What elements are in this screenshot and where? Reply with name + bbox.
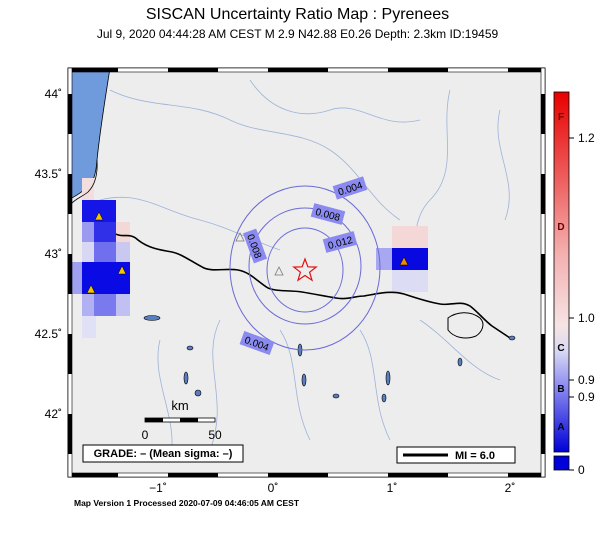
event-subtitle: Jul 9, 2020 04:44:28 AM CEST M 2.9 N42.8… (96, 27, 499, 41)
lat-label: 42˚ (45, 407, 62, 421)
scale-bar: km 0 50 (142, 398, 222, 442)
colorbar-value: 0 (578, 463, 585, 477)
lon-label: 2˚ (505, 481, 516, 495)
colorbar-value: 1.2 (578, 131, 595, 145)
sea-area (67, 67, 111, 201)
lat-label: 44˚ (45, 87, 62, 101)
grade-box: GRADE: – (Mean sigma: –) (82, 444, 244, 463)
grade-label: A (557, 422, 564, 433)
uncertainty-contours (229, 185, 381, 351)
lon-label: −1˚ (149, 481, 167, 495)
station-triangle (117, 265, 127, 275)
frame-ticks (67, 67, 546, 478)
coastline (69, 159, 98, 206)
scale-start: 0 (142, 428, 149, 442)
colorbar-value: 1.0 (578, 311, 595, 325)
border-line (115, 233, 511, 339)
scale-unit: km (171, 398, 188, 413)
colorbar-value: 0.9 (578, 390, 595, 404)
lake-outline (447, 312, 484, 339)
grade-label: D (557, 222, 564, 233)
longitude-labels: −1˚ 0˚ 1˚ 2˚ (149, 481, 515, 495)
processed-footer: Map Version 1 Processed 2020-07-09 04:46… (74, 498, 300, 508)
lat-label: 43˚ (45, 247, 62, 261)
colorbar: F D C B A 1.2 1.0 0.9 0.9 0 (553, 91, 595, 477)
grade-text: GRADE: – (Mean sigma: –) (94, 448, 233, 460)
colorbar-value: 0.9 (578, 373, 595, 387)
scale-end: 50 (208, 428, 222, 442)
grade-label: B (557, 384, 564, 395)
lat-label: 43.5˚ (35, 167, 62, 181)
epicenter-star-icon (292, 257, 318, 282)
station-triangle-inactive (235, 232, 245, 242)
station-triangle (399, 256, 409, 266)
lon-label: 1˚ (387, 481, 398, 495)
grade-label: C (557, 343, 564, 354)
station-triangle (94, 211, 104, 221)
mi-legend: MI = 6.0 (396, 446, 516, 464)
reservoirs (143, 315, 516, 403)
map-title: SISCAN Uncertainty Ratio Map : Pyrenees (145, 6, 450, 23)
station-triangle (86, 284, 96, 294)
stations (86, 211, 409, 294)
rivers (99, 79, 510, 461)
lat-label: 42.5˚ (35, 327, 62, 341)
mi-text: MI = 6.0 (455, 450, 495, 462)
map-area (67, 67, 546, 478)
latitude-labels: 44˚ 43.5˚ 43˚ 42.5˚ 42˚ (35, 87, 62, 421)
lon-label: 0˚ (268, 481, 279, 495)
grade-label: F (558, 112, 564, 123)
station-triangle-inactive (274, 266, 284, 276)
